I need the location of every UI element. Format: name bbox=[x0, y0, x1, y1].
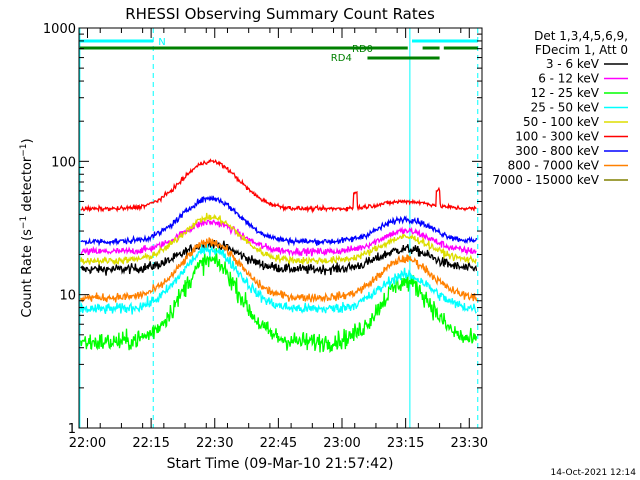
x-tick-label-4: 23:00 bbox=[323, 436, 360, 451]
x-tick-label-0: 22:00 bbox=[69, 436, 106, 451]
flag-label-rd0: RD0 bbox=[352, 44, 373, 55]
y-tick-label-0: 1 bbox=[68, 422, 76, 437]
chart-title: RHESSI Observing Summary Count Rates bbox=[125, 5, 435, 23]
y-tick-label-1: 10 bbox=[59, 289, 76, 304]
x-tick-label-6: 23:30 bbox=[451, 436, 488, 451]
legend-label-1: 6 - 12 keV bbox=[538, 72, 600, 86]
legend-label-8: 7000 - 15000 keV bbox=[492, 173, 599, 187]
y-tick-label-2: 100 bbox=[51, 155, 76, 170]
flag-label-rd4: RD4 bbox=[331, 53, 352, 64]
legend-label-5: 100 - 300 keV bbox=[515, 130, 599, 144]
series-line-1 bbox=[80, 219, 477, 257]
x-axis-label: Start Time (09-Mar-10 21:57:42) bbox=[167, 456, 394, 472]
x-tick-label-1: 22:15 bbox=[132, 436, 169, 451]
y-tick-label-3: 1000 bbox=[43, 22, 76, 37]
legend-label-7: 800 - 7000 keV bbox=[508, 159, 600, 173]
legend-label-2: 12 - 25 keV bbox=[531, 86, 600, 100]
x-tick-label-3: 22:45 bbox=[260, 436, 297, 451]
flag-label-n: N bbox=[158, 37, 165, 48]
series-line-3 bbox=[80, 244, 477, 315]
series-line-7 bbox=[80, 237, 478, 304]
series-line-4 bbox=[80, 212, 477, 266]
legend-label-4: 50 - 100 keV bbox=[523, 115, 600, 129]
axes: 22:00 22:15 22:30 22:45 23:00 23:15 23:30 1 10 10… bbox=[43, 22, 488, 451]
legend-header-0: Det 1,3,4,5,6,9, bbox=[534, 29, 628, 43]
legend-header-1: FDecim 1, Att 0 bbox=[535, 43, 628, 57]
series-line-2 bbox=[80, 248, 478, 354]
legend-label-0: 3 - 6 keV bbox=[546, 57, 600, 71]
footer-timestamp: 14-Oct-2021 12:14 bbox=[551, 468, 637, 478]
x-tick-label-2: 22:30 bbox=[196, 436, 233, 451]
legend: Det 1,3,4,5,6,9,FDecim 1, Att 03 - 6 keV… bbox=[492, 29, 628, 187]
legend-label-6: 300 - 800 keV bbox=[515, 144, 599, 158]
plot-frame bbox=[78, 27, 483, 429]
y-axis-label: Count Rate (s−1 detector−1) bbox=[19, 138, 35, 317]
series-line-0 bbox=[80, 239, 478, 276]
series-line-6 bbox=[80, 195, 478, 247]
legend-label-3: 25 - 50 keV bbox=[531, 101, 600, 115]
x-tick-label-5: 23:15 bbox=[387, 436, 424, 451]
series-line-5 bbox=[80, 158, 477, 214]
